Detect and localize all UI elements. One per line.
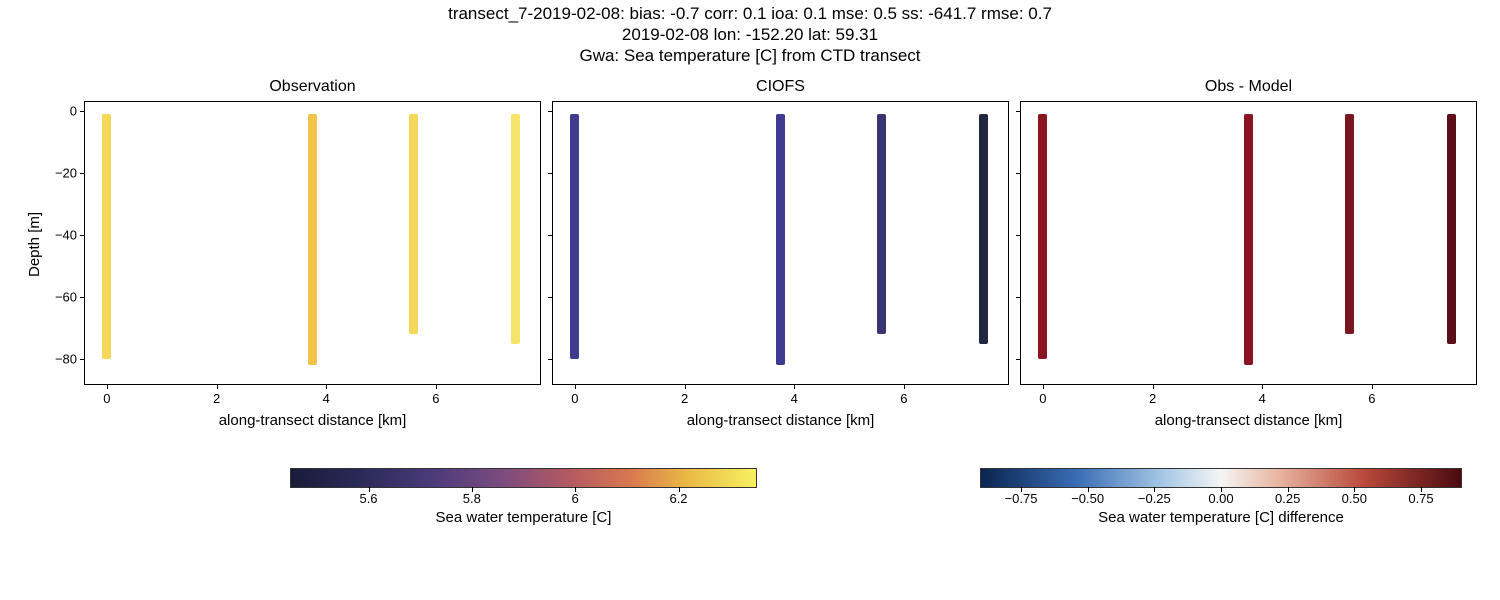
suptitle-line-1: transect_7-2019-02-08: bias: -0.7 corr: … <box>0 4 1500 24</box>
xtick-mark <box>217 384 218 389</box>
xtick-label: 6 <box>432 391 439 406</box>
suptitle-line-2: 2019-02-08 lon: -152.20 lat: 59.31 <box>0 25 1500 45</box>
panel-ciofs: CIOFS0246along-transect distance [km] <box>552 101 1009 385</box>
ytick-mark <box>1016 359 1021 360</box>
ytick-mark <box>80 359 85 360</box>
xtick-label: 0 <box>103 391 110 406</box>
figure-root: transect_7-2019-02-08: bias: -0.7 corr: … <box>0 0 1500 600</box>
profile-ciofs-0 <box>570 114 579 359</box>
ytick-mark <box>1016 111 1021 112</box>
profile-observation-1 <box>308 114 317 365</box>
xtick-label: 4 <box>791 391 798 406</box>
xtick-mark <box>794 384 795 389</box>
y-axis-label: Depth [m] <box>26 212 43 277</box>
ytick-mark <box>548 297 553 298</box>
xtick-label: 6 <box>1368 391 1375 406</box>
panel-title-ciofs: CIOFS <box>553 78 1008 96</box>
profile-ciofs-1 <box>776 114 785 365</box>
x-axis-label: along-transect distance [km] <box>553 412 1008 429</box>
suptitle-line-3: Gwa: Sea temperature [C] from CTD transe… <box>0 46 1500 66</box>
ytick-mark <box>80 297 85 298</box>
ytick-mark <box>548 235 553 236</box>
profile-diff-1 <box>1244 114 1253 365</box>
profile-observation-2 <box>409 114 418 334</box>
xtick-mark <box>575 384 576 389</box>
colorbar-diff-tick: 0.00 <box>1208 491 1233 506</box>
colorbar-diff-tick: −0.75 <box>1005 491 1038 506</box>
colorbar-diff-tick: 0.25 <box>1275 491 1300 506</box>
colorbar-temp-label: Sea water temperature [C] <box>291 509 756 526</box>
profile-diff-0 <box>1038 114 1047 359</box>
colorbar-temp-tick: 6 <box>572 491 579 506</box>
profile-ciofs-2 <box>877 114 886 334</box>
profile-observation-3 <box>511 114 520 343</box>
ytick-mark <box>80 111 85 112</box>
xtick-mark <box>904 384 905 389</box>
profile-diff-2 <box>1345 114 1354 334</box>
xtick-label: 6 <box>900 391 907 406</box>
xtick-label: 2 <box>1149 391 1156 406</box>
colorbar-temp-tick: 5.8 <box>463 491 481 506</box>
xtick-label: 2 <box>213 391 220 406</box>
profile-ciofs-3 <box>979 114 988 343</box>
ytick-mark <box>548 359 553 360</box>
ytick-label: −60 <box>43 290 77 305</box>
ytick-mark <box>1016 173 1021 174</box>
panel-observation: Observation0246along-transect distance [… <box>84 101 541 385</box>
xtick-mark <box>1372 384 1373 389</box>
ytick-mark <box>80 235 85 236</box>
colorbar-diff-label: Sea water temperature [C] difference <box>981 509 1461 526</box>
colorbar-diff-tick: −0.25 <box>1138 491 1171 506</box>
panel-diff: Obs - Model0246along-transect distance [… <box>1020 101 1477 385</box>
xtick-label: 2 <box>681 391 688 406</box>
ytick-label: −80 <box>43 352 77 367</box>
ytick-mark <box>1016 297 1021 298</box>
ytick-label: −20 <box>43 166 77 181</box>
xtick-mark <box>436 384 437 389</box>
x-axis-label: along-transect distance [km] <box>1021 412 1476 429</box>
colorbar-diff-tick: 0.75 <box>1408 491 1433 506</box>
colorbar-diff-tick: 0.50 <box>1342 491 1367 506</box>
xtick-label: 4 <box>1259 391 1266 406</box>
xtick-mark <box>685 384 686 389</box>
panel-title-observation: Observation <box>85 78 540 96</box>
colorbar-temp-tick: 5.6 <box>359 491 377 506</box>
ytick-mark <box>80 173 85 174</box>
ytick-mark <box>1016 235 1021 236</box>
colorbar-diff: −0.75−0.50−0.250.000.250.500.75Sea water… <box>980 468 1462 488</box>
xtick-mark <box>1153 384 1154 389</box>
xtick-label: 4 <box>323 391 330 406</box>
xtick-mark <box>1043 384 1044 389</box>
panel-title-diff: Obs - Model <box>1021 78 1476 96</box>
ytick-mark <box>548 173 553 174</box>
xtick-label: 0 <box>571 391 578 406</box>
xtick-mark <box>107 384 108 389</box>
colorbar-temp-tick: 6.2 <box>669 491 687 506</box>
ytick-label: 0 <box>43 104 77 119</box>
xtick-label: 0 <box>1039 391 1046 406</box>
profile-observation-0 <box>102 114 111 359</box>
profile-diff-3 <box>1447 114 1456 343</box>
colorbar-diff-tick: −0.50 <box>1071 491 1104 506</box>
x-axis-label: along-transect distance [km] <box>85 412 540 429</box>
xtick-mark <box>1262 384 1263 389</box>
colorbar-temp: 5.65.866.2Sea water temperature [C] <box>290 468 757 488</box>
xtick-mark <box>326 384 327 389</box>
ytick-label: −40 <box>43 228 77 243</box>
ytick-mark <box>548 111 553 112</box>
